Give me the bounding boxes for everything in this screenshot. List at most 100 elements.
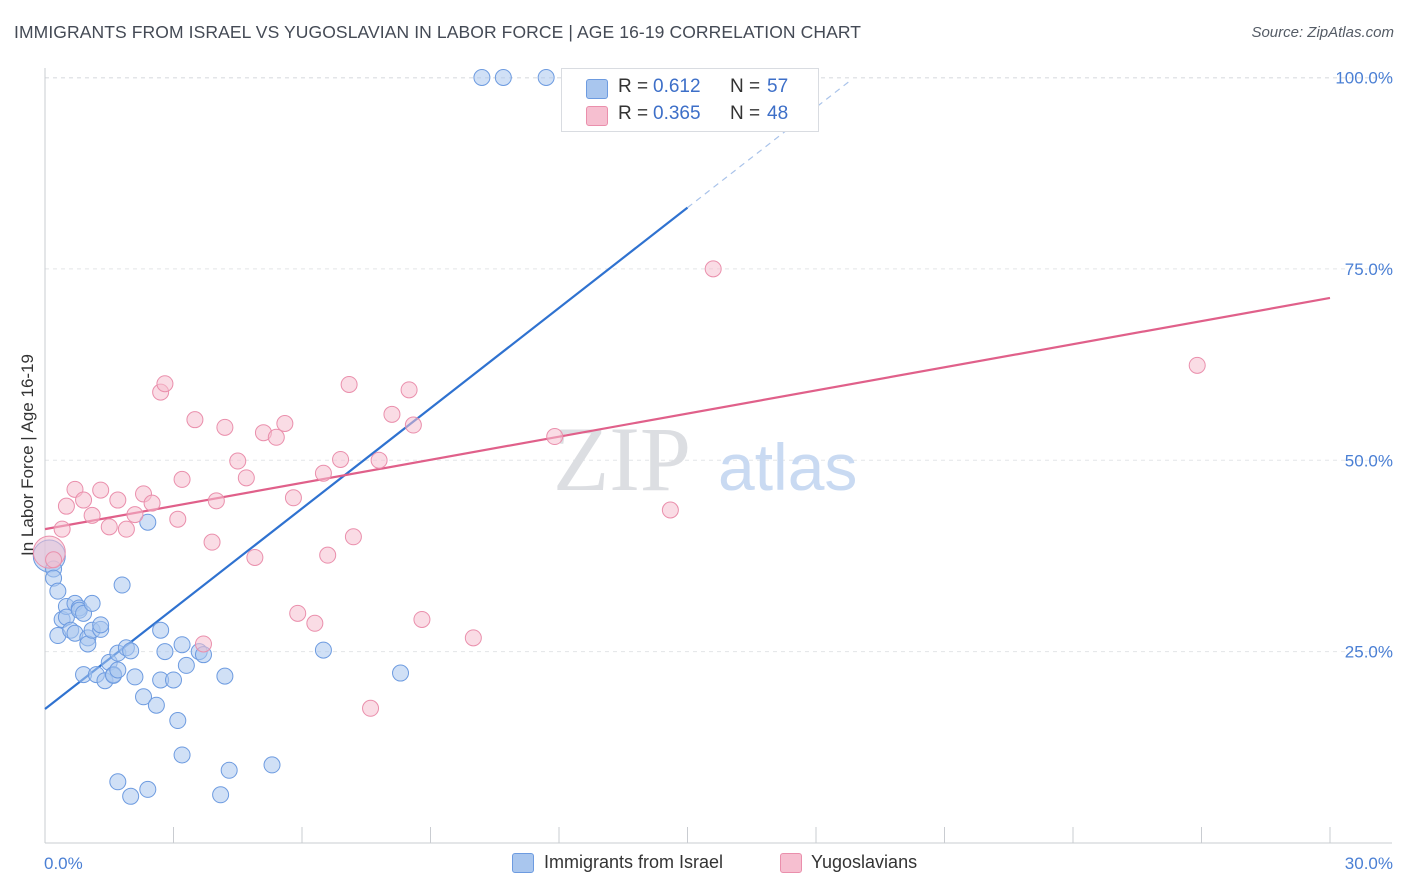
legend-row-israel: R = 0.612 N = 57	[562, 74, 818, 102]
yugoslavian-point	[229, 452, 247, 470]
yugoslavian-point	[661, 501, 679, 519]
legend-r-value: 0.365	[653, 103, 701, 124]
legend-swatch-blue	[586, 79, 608, 99]
israel-point	[473, 69, 491, 86]
yugoslavian-point	[126, 506, 144, 524]
yugoslavian-point	[169, 510, 187, 528]
axis-layer	[44, 68, 1392, 844]
israel-point	[169, 712, 187, 730]
yugoslavian-point	[194, 635, 212, 653]
yugoslavian-point	[109, 491, 127, 509]
israel-point	[122, 787, 140, 805]
israel-point	[156, 643, 174, 661]
yugoslavian-point	[53, 520, 71, 538]
yugoslavian-point	[546, 428, 564, 446]
israel-point	[165, 671, 182, 689]
israel-point	[135, 688, 153, 706]
yugoslavian-point	[284, 489, 302, 507]
yugoslavian-point	[289, 604, 307, 622]
israel-point	[537, 69, 555, 86]
yugoslavian-point	[319, 546, 337, 564]
israel-trend-extension	[687, 80, 851, 209]
bottom-legend-swatch-pink	[780, 853, 802, 873]
israel-point	[212, 786, 230, 804]
israel-point	[173, 636, 191, 654]
israel-point	[216, 667, 234, 685]
israel-point	[314, 641, 332, 659]
yugoslavian-point	[332, 450, 350, 468]
yugoslavian-point	[100, 518, 118, 536]
x-tick-label-max: 30.0%	[1345, 854, 1393, 873]
yugoslavian-point	[186, 411, 204, 429]
yugoslavian-point	[1188, 356, 1206, 374]
israel-point	[126, 668, 144, 686]
source-label: Source: ZipAtlas.com	[1251, 24, 1394, 41]
israel-point	[152, 621, 170, 639]
y-tick-label: 50.0%	[1345, 451, 1393, 470]
bottom-legend-label: Immigrants from Israel	[544, 852, 724, 872]
bottom-legend-label: Yugoslavians	[811, 852, 918, 872]
yugoslavian-trend-line	[44, 296, 1331, 531]
israel-point	[494, 69, 512, 86]
y-tick-label: 100.0%	[1335, 69, 1393, 88]
yugoslavian-point	[156, 375, 174, 393]
yugoslavian-point	[362, 699, 380, 717]
yugoslavian-point	[203, 533, 221, 551]
yugoslavian-point	[370, 451, 388, 469]
yugoslavian-point	[314, 464, 332, 482]
yugoslavian-point	[173, 470, 191, 488]
y-tick-label: 75.0%	[1345, 260, 1393, 279]
yugoslavian-point	[143, 494, 161, 512]
israel-point	[263, 756, 281, 774]
israel-point	[109, 661, 127, 679]
yugoslavian-point	[704, 260, 722, 278]
israel-point	[83, 594, 101, 612]
legend-n-label: N =	[730, 103, 761, 124]
legend-r-label: R =	[618, 76, 649, 97]
yugoslavian-point	[413, 610, 431, 628]
israel-point	[49, 582, 67, 600]
yugoslavian-point	[340, 375, 358, 393]
yugoslavian-point	[92, 481, 110, 499]
israel-point	[139, 780, 157, 798]
israel-point	[173, 746, 191, 764]
legend-n-value: 57	[767, 76, 789, 97]
legend-swatch-pink	[586, 106, 608, 126]
yugoslavian-point	[464, 629, 482, 647]
label-layer: 25.0% 50.0% 75.0% 100.0% 0.0% 30.0%	[44, 69, 1393, 874]
watermark-atlas: atlas	[718, 430, 857, 504]
yugoslavian-point	[117, 520, 135, 538]
chart-title: IMMIGRANTS FROM ISRAEL VS YUGOSLAVIAN IN…	[14, 22, 862, 42]
yugoslavian-point	[45, 551, 63, 569]
israel-point	[122, 642, 140, 660]
stats-legend: R = 0.612 N = 57 R = 0.365 N = 48	[561, 68, 819, 132]
x-tick-label-min: 0.0%	[44, 854, 83, 873]
legend-row-yugoslavians: R = 0.365 N = 48	[562, 101, 818, 129]
legend-n-label: N =	[730, 76, 761, 97]
trend-layer	[44, 80, 1331, 710]
israel-trend-line	[44, 206, 689, 710]
yugoslavian-point	[237, 469, 255, 487]
points-layer	[32, 69, 1206, 805]
israel-point	[113, 576, 131, 594]
watermark-zip: ZIP	[553, 408, 691, 510]
israel-point	[147, 696, 165, 714]
yugoslavian-point	[383, 405, 401, 423]
israel-point	[220, 761, 238, 779]
yugoslavian-point	[83, 506, 101, 524]
yugoslavian-point	[276, 415, 294, 433]
yugoslavian-point	[246, 548, 264, 566]
legend-n-value: 48	[767, 103, 789, 124]
yugoslavian-point	[216, 418, 234, 436]
bottom-legend-swatch-blue	[512, 853, 534, 873]
yugoslavian-point	[57, 497, 75, 515]
yugoslavian-point	[207, 492, 225, 510]
yugoslavian-point	[75, 491, 93, 509]
yugoslavian-point	[306, 614, 324, 632]
israel-point	[392, 664, 410, 682]
israel-point	[177, 656, 195, 674]
y-tick-label: 25.0%	[1345, 643, 1393, 662]
israel-point	[109, 773, 127, 791]
yugoslavian-point	[400, 381, 418, 399]
